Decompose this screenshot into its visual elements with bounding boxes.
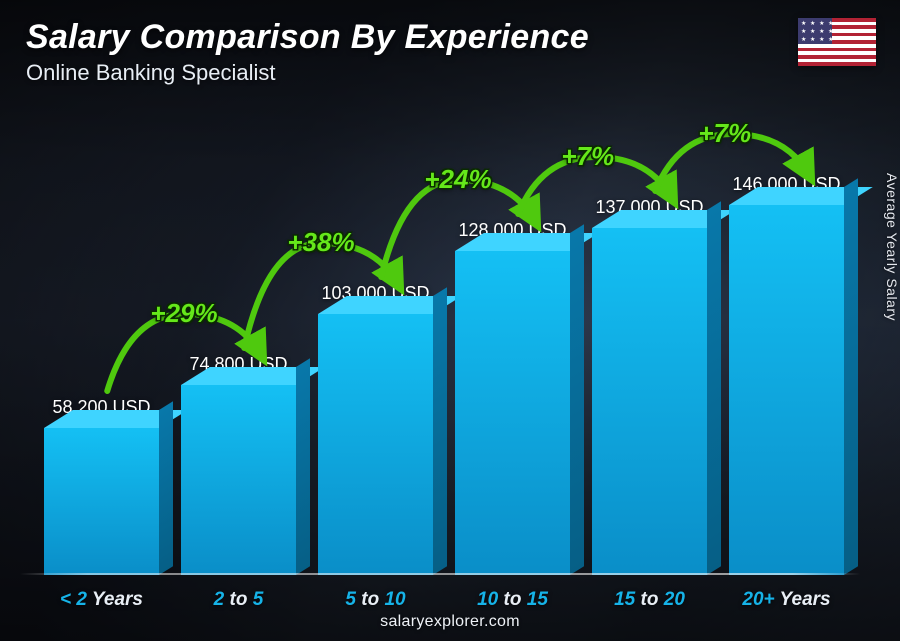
- chart-baseline: [20, 573, 860, 575]
- bar-0: 58,200 USD< 2 Years: [44, 397, 159, 575]
- bar-3: 128,000 USD10 to 15: [455, 220, 570, 575]
- bar-x-label: 2 to 5: [214, 589, 264, 611]
- bar-5: 146,000 USD20+ Years: [729, 174, 844, 575]
- bar-side: [844, 178, 858, 575]
- bar-x-label: 10 to 15: [477, 589, 548, 611]
- page-subtitle: Online Banking Specialist: [26, 60, 275, 86]
- bar-body: [729, 205, 844, 575]
- bar-2: 103,000 USD5 to 10: [318, 283, 433, 575]
- bar-1: 74,800 USD2 to 5: [181, 354, 296, 575]
- bar-front: [729, 205, 844, 575]
- bar-side: [433, 287, 447, 575]
- bar-front: [44, 428, 159, 575]
- growth-pct-label: +7%: [698, 118, 751, 149]
- bar-x-label: 5 to 10: [345, 589, 405, 611]
- page-title: Salary Comparison By Experience: [26, 18, 589, 57]
- country-flag-us: [798, 18, 876, 66]
- bar-front: [592, 228, 707, 575]
- bar-x-label: 15 to 20: [614, 589, 685, 611]
- growth-pct-label: +24%: [424, 164, 491, 195]
- bar-front: [181, 385, 296, 575]
- bar-front: [318, 314, 433, 575]
- infographic-stage: Salary Comparison By Experience Online B…: [0, 0, 900, 641]
- bar-side: [159, 401, 173, 575]
- bar-side: [296, 358, 310, 575]
- salary-bar-chart: 58,200 USD< 2 Years74,800 USD2 to 5103,0…: [34, 100, 854, 575]
- y-axis-label: Average Yearly Salary: [884, 173, 900, 321]
- bar-side: [707, 201, 721, 575]
- footer-watermark: salaryexplorer.com: [0, 613, 900, 631]
- bar-side: [570, 224, 584, 575]
- growth-pct-label: +7%: [561, 141, 614, 172]
- bar-body: [455, 251, 570, 575]
- bar-front: [455, 251, 570, 575]
- bar-x-label: < 2 Years: [60, 589, 143, 611]
- growth-pct-label: +29%: [150, 298, 217, 329]
- bar-4: 137,000 USD15 to 20: [592, 197, 707, 575]
- bar-x-label: 20+ Years: [742, 589, 830, 611]
- bar-body: [181, 385, 296, 575]
- growth-pct-label: +38%: [287, 227, 354, 258]
- bar-body: [44, 428, 159, 575]
- bar-body: [318, 314, 433, 575]
- flag-canton: [798, 18, 832, 44]
- bar-body: [592, 228, 707, 575]
